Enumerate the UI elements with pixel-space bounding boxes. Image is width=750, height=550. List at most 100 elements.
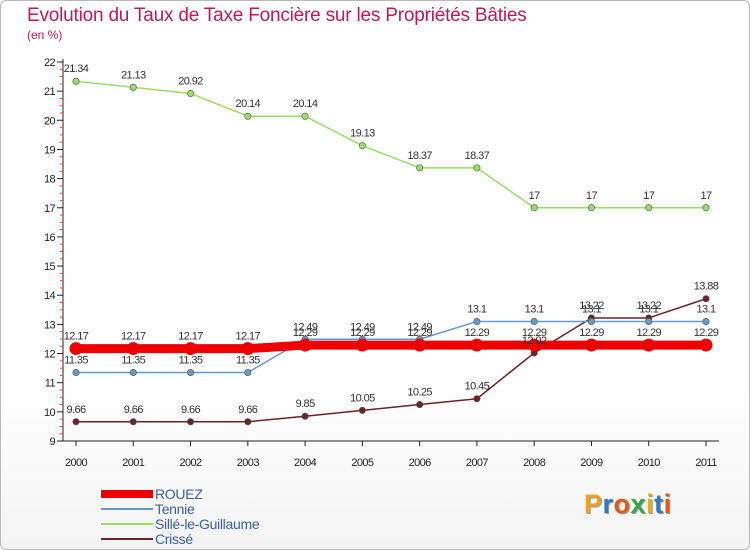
- legend-label: ROUEZ: [155, 485, 203, 502]
- data-point: [298, 338, 312, 352]
- data-label: 12.29: [293, 327, 318, 339]
- legend-swatch: [101, 507, 153, 510]
- x-tick-label: 2005: [351, 457, 374, 469]
- data-point: [413, 338, 427, 352]
- legend-label: Crissé: [155, 530, 193, 547]
- data-label: 9.66: [181, 404, 200, 416]
- x-tick-label: 2010: [638, 457, 661, 469]
- data-label: 12.29: [522, 327, 547, 339]
- data-label: 12.29: [579, 327, 604, 339]
- data-label: 12.02: [522, 335, 547, 347]
- data-label: 12.17: [236, 331, 261, 343]
- data-labels-layer: 12.17 12.17 12.17 12.17 12.29 12.29 12.29 12.29…: [64, 63, 720, 416]
- y-tick-label: 20: [44, 115, 56, 127]
- data-point: [702, 317, 710, 325]
- x-tick-label: 2000: [65, 457, 88, 469]
- legend-label: Tennie: [155, 500, 195, 517]
- data-label: 21.13: [121, 69, 146, 81]
- y-tick-label: 17: [44, 203, 56, 215]
- x-tick-label: 2011: [695, 457, 717, 469]
- proxiti-logo: Proxiti: [584, 489, 672, 520]
- data-point: [473, 317, 481, 325]
- data-point: [587, 204, 595, 212]
- legend-swatch: [101, 537, 153, 540]
- data-point: [301, 412, 309, 420]
- data-label: 12.49: [407, 321, 432, 333]
- data-label: 12.17: [178, 331, 203, 343]
- data-point: [416, 164, 424, 172]
- data-point: [129, 418, 137, 426]
- y-tick-label: 15: [44, 261, 56, 273]
- data-label: 10.25: [407, 387, 432, 399]
- data-label: 18.37: [465, 150, 490, 162]
- data-label: 12.49: [350, 321, 375, 333]
- x-tick-label: 2007: [466, 457, 489, 469]
- series-layer: [69, 77, 713, 426]
- x-tick-label: 2004: [294, 457, 317, 469]
- data-label: 12.49: [293, 321, 318, 333]
- series-line-1: [75, 320, 707, 374]
- series-line-0: [71, 340, 711, 354]
- x-tick-label: 2006: [409, 457, 432, 469]
- data-point: [702, 295, 710, 303]
- logo-letter: i: [646, 489, 655, 519]
- data-point: [72, 418, 80, 426]
- data-label: 13.1: [696, 303, 715, 315]
- logo-letter: x: [630, 489, 647, 519]
- y-tick-label: 21: [44, 86, 56, 98]
- data-label: 11.35: [179, 354, 203, 366]
- legend-swatch: [101, 522, 153, 525]
- data-label: 13.22: [636, 300, 661, 312]
- y-tick-label: 18: [44, 174, 56, 186]
- data-label: 10.45: [465, 381, 490, 393]
- data-point: [530, 204, 538, 212]
- data-label: 13.88: [694, 281, 719, 293]
- data-point: [473, 395, 481, 403]
- data-label: 18.37: [407, 150, 432, 162]
- data-label: 19.13: [350, 128, 375, 140]
- data-label: 13.1: [525, 303, 544, 315]
- data-point: [645, 317, 653, 325]
- y-tick-label: 13: [44, 319, 56, 331]
- data-point: [642, 338, 656, 352]
- data-point: [187, 368, 195, 376]
- y-tick-label: 14: [44, 290, 56, 302]
- y-tick-label: 10: [44, 407, 56, 419]
- data-point: [527, 338, 541, 352]
- legend-item: Sillé-le-Guillaume: [101, 516, 260, 532]
- y-tick-label: 9: [49, 436, 55, 448]
- data-label: 17: [700, 190, 712, 202]
- data-point: [702, 204, 710, 212]
- data-point: [187, 89, 195, 97]
- x-tick-label: 2002: [180, 457, 203, 469]
- series-line-3: [75, 297, 707, 423]
- data-label: 21.34: [64, 63, 89, 75]
- data-label: 20.14: [293, 98, 318, 110]
- data-point: [72, 77, 80, 85]
- data-point: [69, 342, 83, 356]
- logo-letter: P: [584, 489, 603, 519]
- data-point: [470, 338, 484, 352]
- data-label: 12.17: [64, 331, 89, 343]
- data-point: [129, 83, 137, 91]
- data-label: 12.17: [121, 331, 146, 343]
- data-label: 11.35: [236, 354, 260, 366]
- data-label: 12.29: [694, 327, 719, 339]
- legend: ROUEZ Tennie Sillé-le-Guillaume Crissé: [101, 485, 260, 547]
- x-tick-label: 2003: [237, 457, 260, 469]
- data-point: [587, 317, 595, 325]
- data-point: [129, 368, 137, 376]
- logo-letter: i: [663, 489, 672, 519]
- data-point: [355, 338, 369, 352]
- data-label: 17: [586, 190, 598, 202]
- data-point: [187, 418, 195, 426]
- chart-title: Evolution du Taux de Taxe Foncière sur l…: [27, 5, 527, 26]
- data-point: [473, 164, 481, 172]
- data-label: 9.66: [66, 404, 85, 416]
- data-point: [244, 418, 252, 426]
- data-label: 12.29: [350, 327, 375, 339]
- y-tick-label: 12: [44, 349, 56, 361]
- logo-letter: r: [602, 489, 614, 519]
